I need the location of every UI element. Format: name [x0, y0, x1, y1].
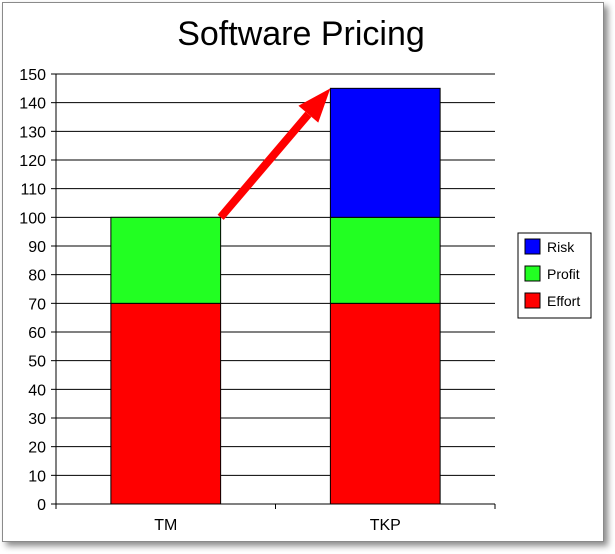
- y-tick-label: 60: [28, 325, 46, 342]
- y-tick-label: 90: [28, 239, 46, 256]
- x-tick-label: TM: [154, 517, 177, 534]
- chart-frame: Software Pricing 0 10 20 30 40 50 60 70 80 90 100 1…: [2, 2, 604, 542]
- y-tick-label: 110: [20, 182, 46, 199]
- arrow-head: [298, 88, 331, 123]
- legend-label-effort: Effort: [547, 293, 580, 309]
- y-tick-label: 80: [28, 268, 46, 285]
- arrow-shaft: [217, 111, 312, 220]
- bar-profit-tkp: [329, 216, 441, 304]
- annotation: [217, 88, 331, 220]
- y-tick-label: 30: [28, 411, 46, 428]
- bar-risk-tkp: [329, 87, 441, 218]
- legend-swatch-effort: [524, 292, 541, 309]
- legend-label-profit: Profit: [547, 266, 580, 282]
- y-tick-label: 20: [28, 440, 46, 457]
- chart-title: Software Pricing: [177, 15, 425, 53]
- x-tick-label: TKP: [370, 517, 401, 534]
- y-tick-label: 100: [19, 210, 46, 227]
- y-tick-label: 130: [19, 124, 46, 141]
- legend-swatch-risk: [524, 238, 541, 255]
- y-tick-label: 0: [37, 497, 46, 514]
- y-tick-label: 40: [28, 382, 46, 399]
- y-tick-label: 150: [19, 67, 46, 84]
- y-tick-label: 140: [19, 96, 46, 113]
- bar-profit-tm: [110, 216, 222, 304]
- legend: Risk Profit Effort: [517, 232, 592, 319]
- legend-label-risk: Risk: [547, 239, 575, 255]
- legend-swatch-profit: [524, 265, 541, 282]
- axes: 0 10 20 30 40 50 60 70 80 90 100 110 120 130 140 150 TM T…: [19, 67, 496, 534]
- y-tick-label: 120: [19, 153, 46, 170]
- bar-effort-tm: [110, 302, 222, 505]
- y-tick-label: 50: [28, 354, 46, 371]
- bars: [110, 87, 441, 505]
- y-tick-label: 10: [28, 468, 46, 485]
- y-tick-label: 70: [28, 296, 46, 313]
- bar-effort-tkp: [329, 302, 441, 505]
- chart: Software Pricing 0 10 20 30 40 50 60 70 80 90 100 1…: [19, 15, 592, 534]
